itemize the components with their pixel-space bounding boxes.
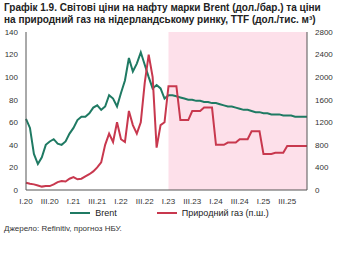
svg-text:2000: 2000 — [315, 73, 331, 82]
svg-text:20: 20 — [9, 163, 18, 172]
svg-text:I.22: I.22 — [114, 197, 128, 206]
svg-text:I.20: I.20 — [19, 197, 33, 206]
svg-text:80: 80 — [9, 96, 18, 105]
svg-text:III.25: III.25 — [278, 197, 296, 206]
html-text:Brent: Brent — [95, 208, 117, 218]
html-text:Графік 1.9. Світові ціни на на: Графік 1.9. Світові ціни на нафту марки … — [4, 2, 321, 25]
svg-text:I.23: I.23 — [162, 197, 176, 206]
svg-text:III.24: III.24 — [231, 197, 249, 206]
svg-text:III.21: III.21 — [88, 197, 106, 206]
svg-text:I.25: I.25 — [257, 197, 271, 206]
svg-text:0: 0 — [14, 186, 19, 195]
svg-text:400: 400 — [315, 163, 329, 172]
svg-text:I.21: I.21 — [67, 197, 81, 206]
svg-text:III.20: III.20 — [41, 197, 59, 206]
svg-text:2800: 2800 — [315, 28, 331, 37]
svg-text:1600: 1600 — [315, 96, 331, 105]
html-text:Природний газ (п.ш.): Природний газ (п.ш.) — [181, 208, 269, 218]
svg-text:III.23: III.23 — [183, 197, 201, 206]
svg-text:100: 100 — [8, 73, 19, 82]
svg-text:140: 140 — [8, 28, 19, 37]
svg-text:I.24: I.24 — [209, 197, 223, 206]
svg-text:120: 120 — [8, 50, 19, 59]
svg-text:1200: 1200 — [315, 118, 331, 127]
svg-text:60: 60 — [9, 118, 18, 127]
svg-text:0: 0 — [315, 186, 320, 195]
svg-text:2400: 2400 — [315, 50, 331, 59]
svg-text:III.22: III.22 — [136, 197, 154, 206]
svg-text:40: 40 — [9, 141, 18, 150]
svg-text:800: 800 — [315, 141, 329, 150]
html-text:Джерело: Refinitiv, прогноз НБ: Джерело: Refinitiv, прогноз НБУ. — [4, 224, 122, 233]
